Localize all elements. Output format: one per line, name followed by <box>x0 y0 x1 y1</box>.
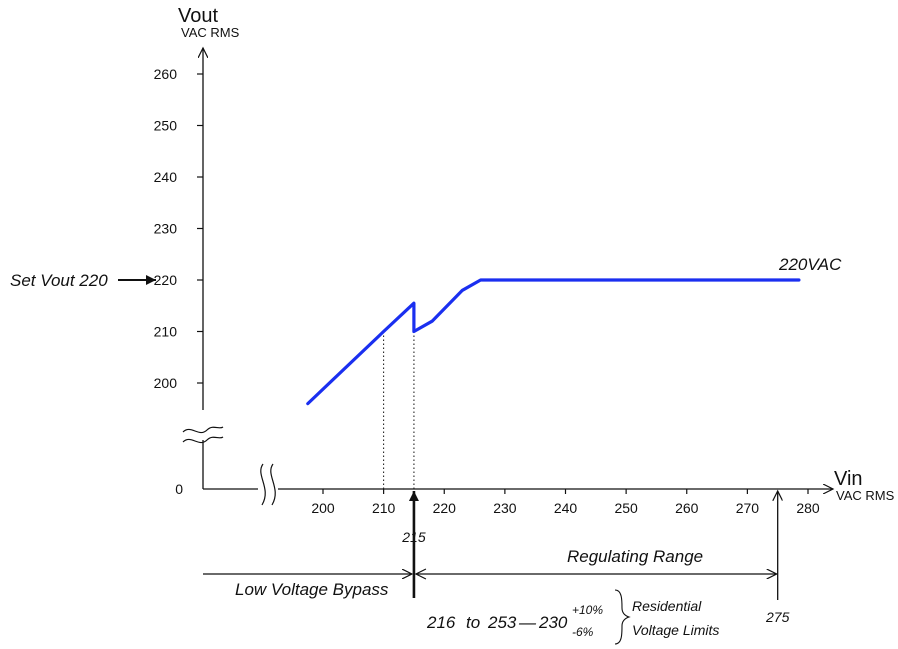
x-tick-label: 240 <box>554 500 578 516</box>
series-line-vout <box>306 278 801 406</box>
x-ticks: 200 210 220 230 240 250 260 270 280 <box>311 489 820 516</box>
x-axis-break-icon <box>260 463 276 506</box>
x-tick-label: 210 <box>372 500 396 516</box>
voltage-limit-dash: — <box>518 613 537 632</box>
y-tick-label: 210 <box>154 324 178 340</box>
x-tick-label: 260 <box>675 500 699 516</box>
regulating-range-start-arrow <box>414 568 427 580</box>
voltage-limit-plus: +10% <box>572 603 603 617</box>
marker-215: 215 <box>401 491 426 598</box>
voltage-limits-label-line2: Voltage Limits <box>632 622 719 638</box>
y-axis-title: Vout <box>178 5 218 27</box>
set-point-annotation: Set Vout 220 <box>10 271 156 290</box>
x-tick-label: 280 <box>796 500 820 516</box>
range-regulating: Regulating Range <box>414 547 777 580</box>
voltage-limits-brace <box>614 589 631 645</box>
marker-275-label: 275 <box>765 609 790 625</box>
x-axis: 200 210 220 230 240 250 260 270 280 Vin VAC RMS <box>203 463 895 516</box>
set-point-label: Set Vout 220 <box>10 271 108 290</box>
voltage-limit-high: 253 <box>487 613 517 632</box>
y-axis: 200 210 220 230 240 250 260 Vout VAC RMS 0 <box>154 5 240 497</box>
marker-275: 275 <box>765 491 790 625</box>
voltage-limit-nominal: 230 <box>538 613 568 632</box>
y-ticks: 200 210 220 230 240 250 260 <box>154 66 203 391</box>
range-low-voltage-bypass: Low Voltage Bypass <box>203 574 412 599</box>
regulating-range-label: Regulating Range <box>567 547 703 566</box>
x-axis-unit: VAC RMS <box>836 488 895 503</box>
x-tick-label: 220 <box>433 500 457 516</box>
voltage-limits-label-line1: Residential <box>632 598 702 614</box>
bypass-range-label: Low Voltage Bypass <box>235 580 389 599</box>
voltage-limit-to: to <box>466 613 480 632</box>
voltage-limits-annotation: 216 to 253 — 230 +10% -6% Residential Vo… <box>426 589 719 645</box>
x-tick-label: 230 <box>493 500 517 516</box>
voltage-limit-low: 216 <box>426 613 456 632</box>
y-tick-label: 250 <box>154 118 178 134</box>
x-tick-label: 200 <box>311 500 335 516</box>
y-tick-label: 260 <box>154 66 178 82</box>
y-tick-label: 230 <box>154 221 178 237</box>
y-axis-break-icon <box>182 426 224 444</box>
dotted-guides <box>383 331 415 489</box>
x-tick-label: 250 <box>614 500 638 516</box>
y-axis-unit: VAC RMS <box>181 25 240 40</box>
y-tick-label: 220 <box>154 272 178 288</box>
y-zero-label: 0 <box>175 481 183 497</box>
y-tick-label: 200 <box>154 375 178 391</box>
voltage-limit-minus: -6% <box>572 625 594 639</box>
x-axis-title: Vin <box>834 468 863 490</box>
marker-215-label: 215 <box>401 529 426 545</box>
x-tick-label: 270 <box>736 500 760 516</box>
y-tick-label: 240 <box>154 169 178 185</box>
series-label: 220VAC <box>778 255 842 274</box>
